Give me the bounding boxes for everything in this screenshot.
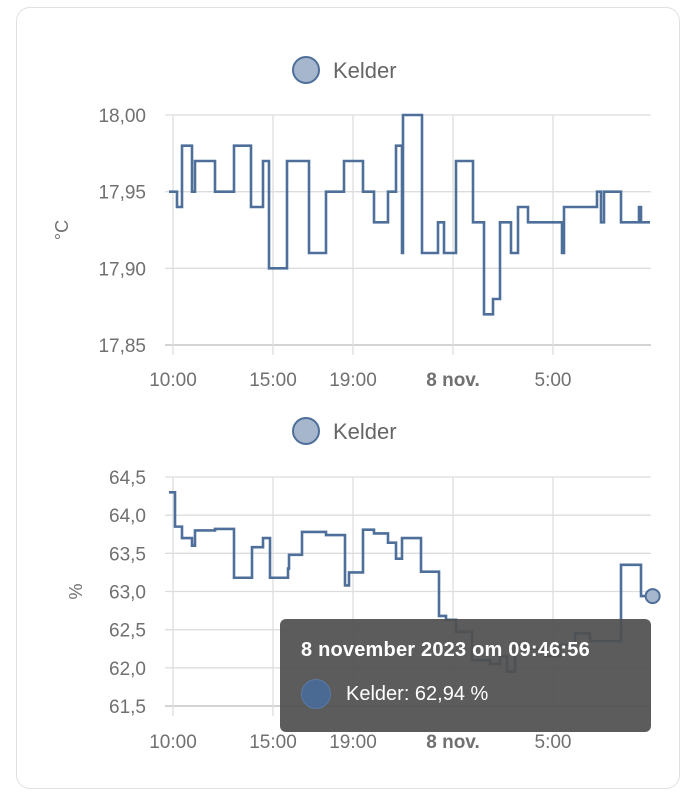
y-tick-label: 64,0 bbox=[109, 506, 146, 527]
legend-label: Kelder bbox=[333, 419, 397, 444]
y-tick-label: 61,5 bbox=[109, 697, 146, 718]
legend-circle-icon bbox=[292, 56, 320, 84]
y-tick-label: 17,90 bbox=[98, 259, 146, 280]
tooltip-title: 8 november 2023 om 09:46:56 bbox=[301, 639, 590, 661]
x-tick-label: 19:00 bbox=[329, 370, 377, 391]
chart-tooltip: 8 november 2023 om 09:46:56 Kelder: 62,9… bbox=[280, 619, 651, 732]
y-tick-label: 17,85 bbox=[98, 336, 146, 357]
y-tick-label: 64,5 bbox=[109, 468, 146, 489]
highlighted-data-point bbox=[644, 588, 661, 605]
legend-circle-icon bbox=[292, 417, 320, 445]
x-tick-label: 19:00 bbox=[329, 732, 377, 753]
x-tick-label: 15:00 bbox=[249, 732, 297, 753]
x-tick-label: 5:00 bbox=[535, 370, 572, 391]
series-color-dot-icon bbox=[301, 679, 331, 709]
y-tick-label: 18,00 bbox=[98, 106, 146, 127]
series-line-kelder bbox=[169, 113, 650, 316]
y-tick-label: 63,0 bbox=[109, 583, 146, 604]
x-tick-label: 10:00 bbox=[149, 370, 197, 391]
legend-label: Kelder bbox=[333, 58, 397, 83]
y-tick-label: 63,5 bbox=[109, 544, 146, 565]
y-axis-label: °C bbox=[52, 220, 72, 240]
tooltip-value: Kelder: 62,94 % bbox=[346, 682, 489, 705]
x-tick-label: 8 nov. bbox=[426, 370, 480, 391]
x-tick-label: 10:00 bbox=[149, 732, 197, 753]
x-tick-label: 5:00 bbox=[535, 732, 572, 753]
x-tick-label: 8 nov. bbox=[426, 732, 480, 753]
x-tick-label: 15:00 bbox=[249, 370, 297, 391]
tooltip-row: Kelder: 62,94 % bbox=[301, 679, 488, 709]
y-tick-label: 62,5 bbox=[109, 621, 146, 642]
y-axis-label: % bbox=[66, 583, 86, 599]
y-tick-label: 17,95 bbox=[98, 183, 146, 204]
y-tick-label: 62,0 bbox=[109, 659, 146, 680]
